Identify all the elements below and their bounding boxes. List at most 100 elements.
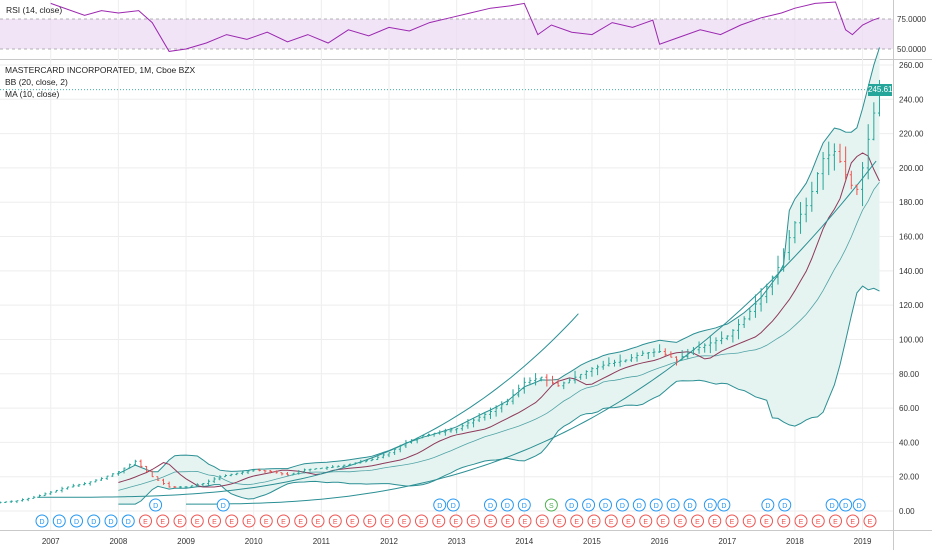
earnings-marker-label: E	[333, 519, 338, 526]
earnings-marker-label: E	[781, 519, 786, 526]
time-tick-label: 2009	[177, 537, 195, 546]
earnings-marker	[277, 514, 290, 528]
earnings-marker	[725, 514, 739, 528]
earnings-marker-label: E	[298, 519, 303, 526]
dividend-marker	[70, 514, 83, 528]
bb-basis	[118, 181, 880, 491]
price-tick-label: 60.00	[899, 404, 920, 413]
earnings-marker	[553, 514, 566, 528]
time-tick-label: 2015	[583, 537, 601, 546]
earnings-marker-label: E	[436, 519, 441, 526]
price-tick-label: 80.00	[899, 370, 920, 379]
dividend-marker-label: D	[603, 503, 608, 510]
earnings-marker-label: E	[160, 519, 165, 526]
earnings-marker-label: E	[419, 519, 424, 526]
earnings-marker-label: E	[212, 519, 217, 526]
earnings-marker	[432, 514, 446, 528]
earnings-marker	[656, 514, 670, 528]
earnings-marker	[639, 514, 653, 528]
rsi-line	[50, 1, 880, 52]
dividend-marker-label: D	[637, 503, 642, 510]
rsi-tick-label: 75.0000	[897, 15, 926, 24]
earnings-marker-label: E	[454, 519, 459, 526]
earnings-marker	[156, 514, 170, 528]
earnings-marker-label: E	[540, 519, 545, 526]
time-tick-label: 2019	[854, 537, 872, 546]
earnings-marker	[673, 514, 687, 528]
earnings-marker-label: E	[523, 519, 528, 526]
earnings-marker-label: E	[816, 519, 821, 526]
dividend-marker-label: D	[126, 519, 131, 526]
split-marker	[544, 498, 558, 512]
rsi-panel	[0, 1, 893, 52]
candles	[0, 79, 893, 504]
dividend-marker-label: D	[522, 503, 527, 510]
dividend-marker-label: D	[221, 503, 226, 510]
earnings-marker	[484, 514, 497, 528]
earnings-marker-label: E	[402, 519, 407, 526]
earnings-marker-label: E	[247, 519, 252, 526]
dividend-marker-label: D	[91, 519, 96, 526]
time-tick-label: 2010	[245, 537, 263, 546]
price-tick-label: 100.00	[899, 335, 924, 344]
dividend-marker-label: D	[451, 503, 456, 510]
earnings-marker-label: E	[143, 519, 148, 526]
earnings-marker	[311, 514, 325, 528]
rsi-title: RSI (14, close)	[6, 5, 63, 15]
earnings-marker-label: E	[764, 519, 769, 526]
earnings-marker	[518, 514, 532, 528]
earnings-marker	[466, 514, 480, 528]
price-tick-label: 260.00	[899, 61, 924, 70]
earnings-marker	[604, 514, 618, 528]
dividend-marker-label: D	[708, 503, 713, 510]
dividend-marker-label: D	[688, 503, 693, 510]
dividend-marker	[717, 498, 731, 512]
earnings-marker	[380, 514, 394, 528]
earnings-marker	[829, 514, 842, 528]
dividend-marker	[582, 498, 596, 512]
earnings-marker	[225, 514, 239, 528]
price-tick-label: 160.00	[899, 233, 924, 242]
dividend-marker	[433, 498, 447, 512]
dividend-marker-label: D	[57, 519, 62, 526]
earnings-marker	[742, 514, 756, 528]
dividend-marker	[649, 498, 663, 512]
dividend-marker	[565, 498, 579, 512]
dividend-marker-label: D	[843, 503, 848, 510]
dividend-marker-label: D	[671, 503, 676, 510]
bb-lower	[118, 285, 880, 505]
earnings-marker-label: E	[799, 519, 804, 526]
time-tick-label: 2011	[313, 537, 331, 546]
bb-legend-label: BB (20, close, 2)	[5, 77, 68, 87]
earnings-marker-label: E	[661, 519, 666, 526]
price-tick-label: 20.00	[899, 473, 920, 482]
earnings-marker-label: E	[229, 519, 234, 526]
earnings-marker-label: E	[316, 519, 321, 526]
dividend-marker-label: D	[765, 503, 770, 510]
moving-average	[118, 152, 880, 488]
dividend-marker	[483, 498, 497, 512]
earnings-marker	[691, 514, 704, 528]
dividend-marker-label: D	[569, 503, 574, 510]
earnings-marker	[328, 514, 342, 528]
earnings-marker	[259, 514, 273, 528]
earnings-marker-label: E	[574, 519, 579, 526]
dividend-marker	[615, 498, 629, 512]
chart-title: MASTERCARD INCORPORATED, 1M, Cboe BZX	[5, 65, 196, 75]
dividend-marker-label: D	[74, 519, 79, 526]
dividend-marker	[778, 498, 792, 512]
earnings-marker	[173, 514, 187, 528]
dividend-marker	[703, 498, 717, 512]
earnings-marker-label: E	[350, 519, 355, 526]
dividend-marker	[666, 498, 680, 512]
dividend-marker	[683, 498, 697, 512]
dividend-marker	[446, 498, 460, 512]
earnings-marker	[346, 514, 359, 528]
earnings-marker-label: E	[488, 519, 493, 526]
price-axis: 75.0000 50.0000 260.00 240.00 220.00 200.00 18…	[897, 15, 926, 516]
earnings-marker-label: E	[367, 519, 372, 526]
price-tick-label: 120.00	[899, 301, 924, 310]
